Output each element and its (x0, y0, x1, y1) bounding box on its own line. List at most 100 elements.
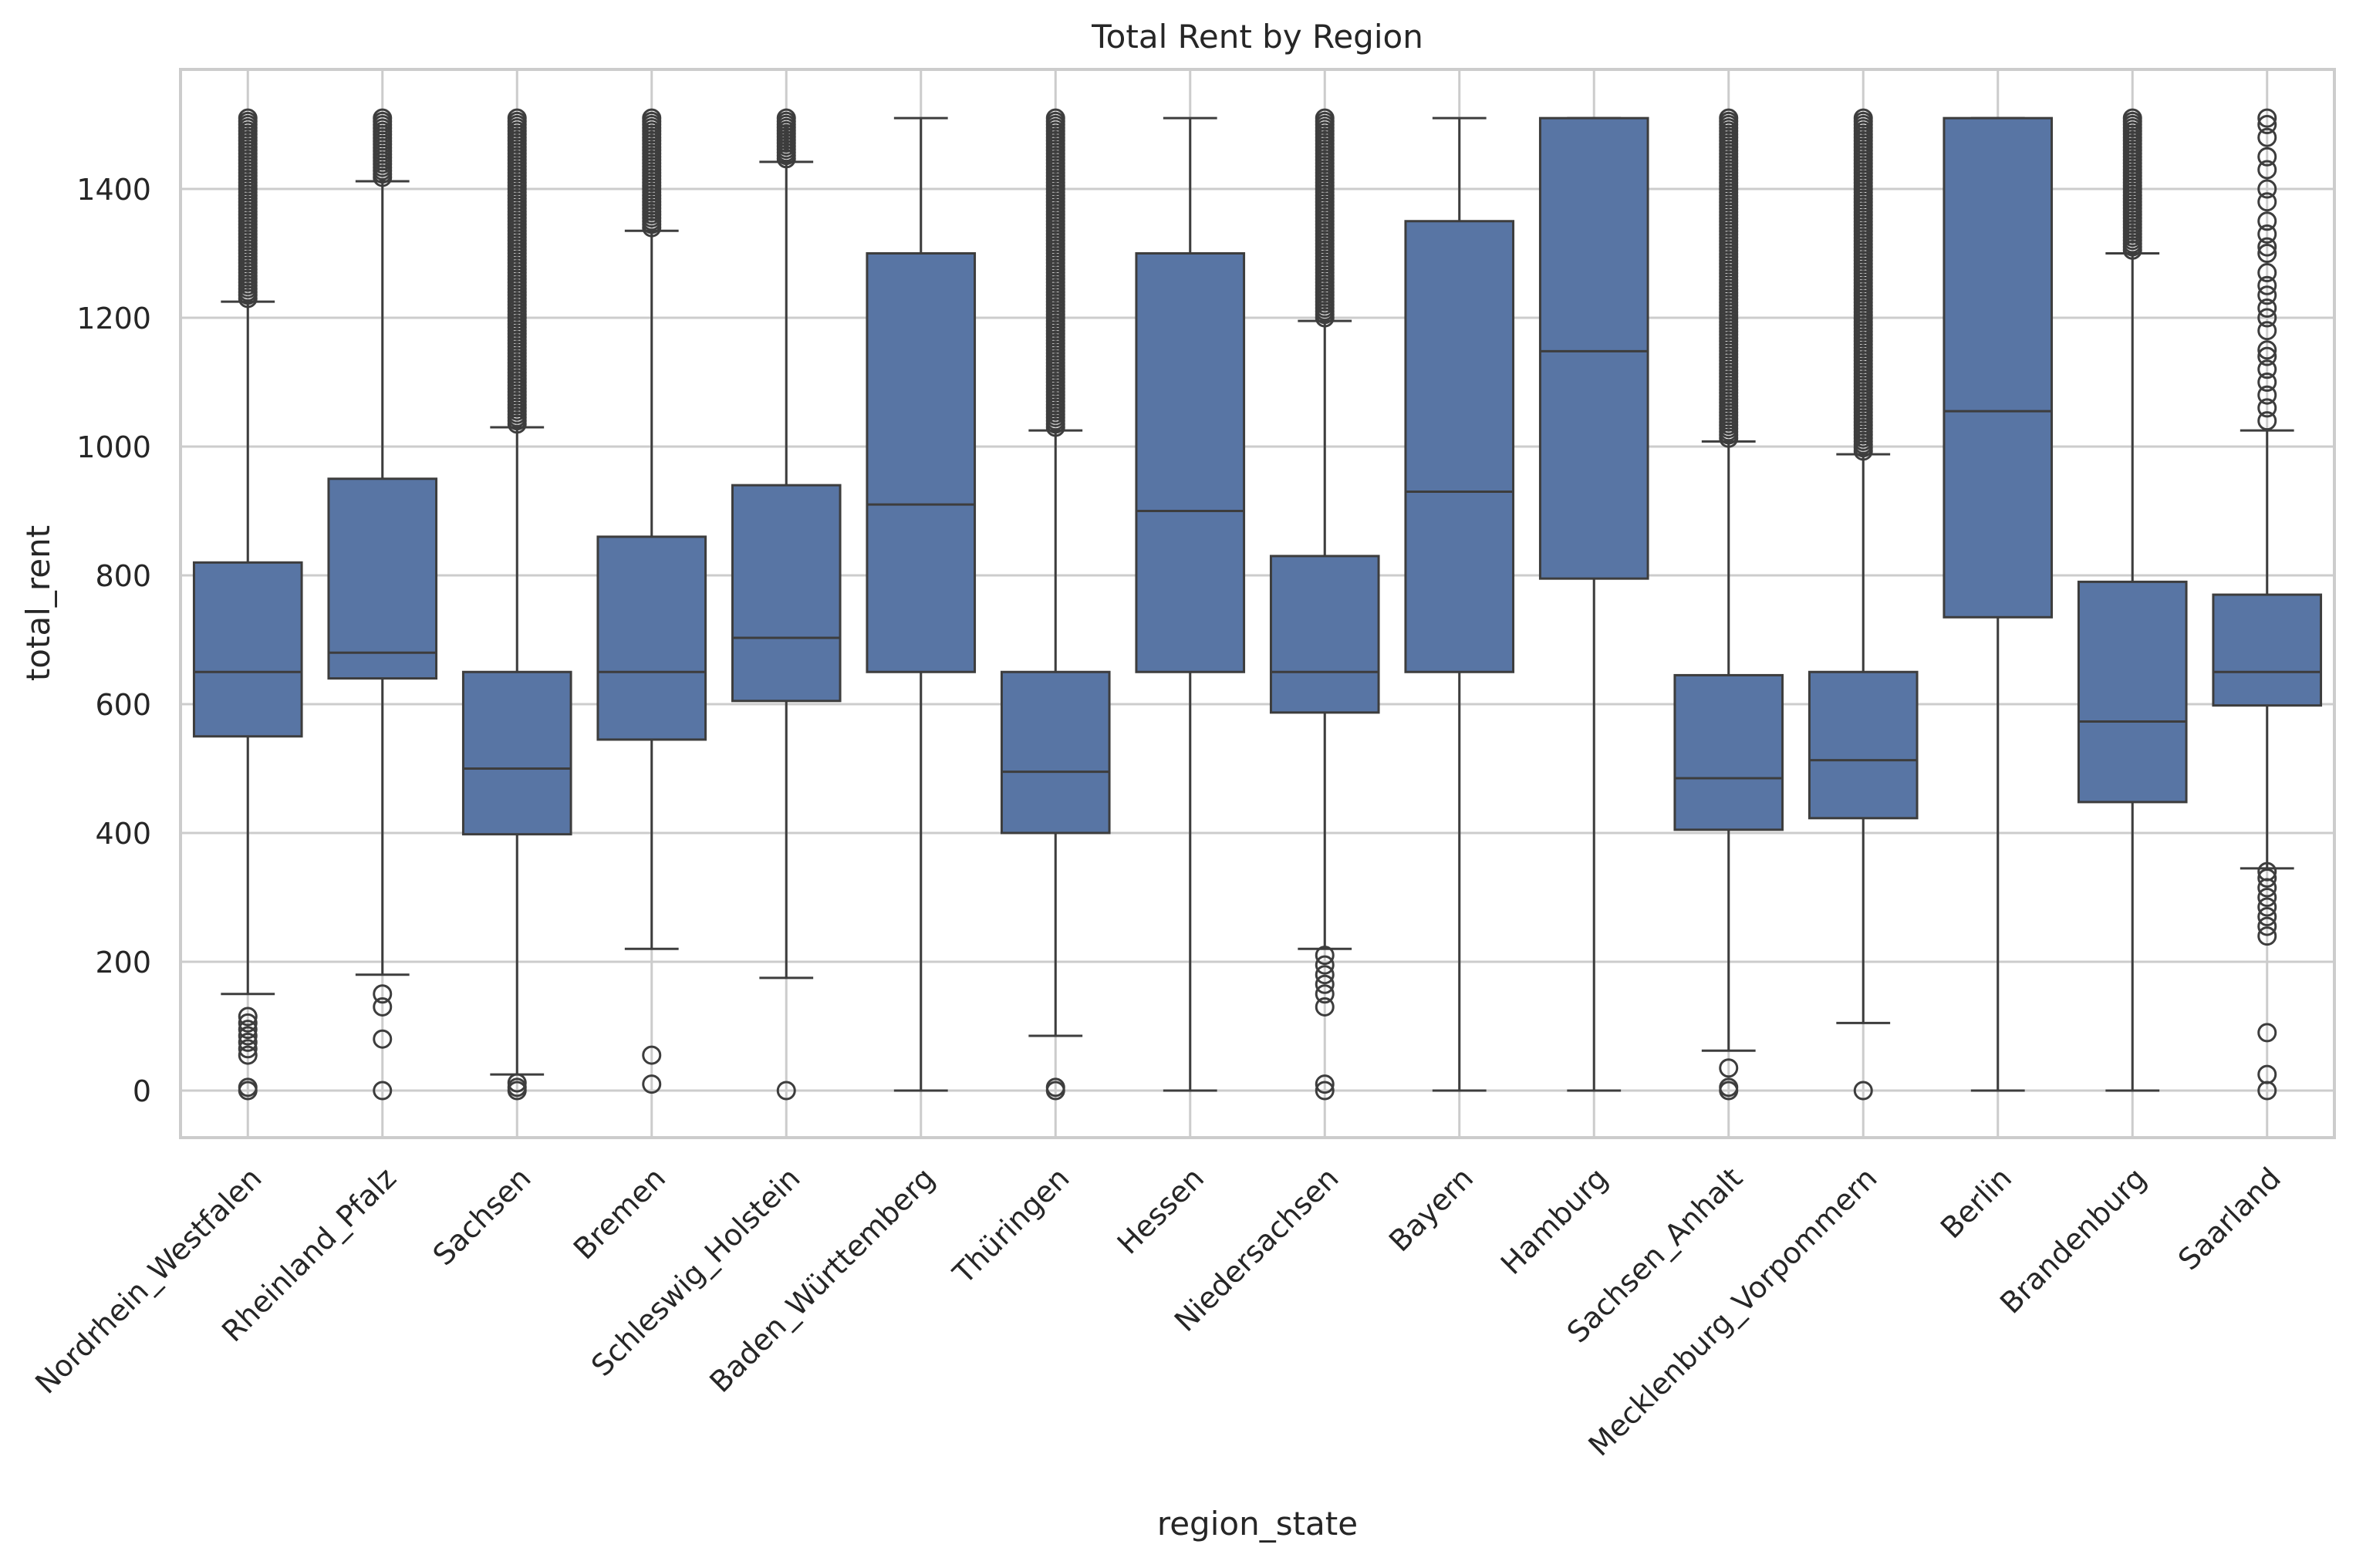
outlier-point (1315, 108, 1335, 128)
x-tick-label: Baden_Württemberg (703, 1161, 941, 1399)
outlier-point (238, 1032, 258, 1052)
outlier-point (642, 1074, 662, 1094)
outlier-point (238, 108, 258, 128)
outlier-point (2257, 398, 2277, 418)
outlier-point (507, 108, 527, 128)
outlier-point (373, 1081, 393, 1101)
box-group (461, 108, 572, 1101)
outlier-point (642, 1045, 662, 1065)
outlier-point (2257, 160, 2277, 180)
box-group (327, 108, 438, 1101)
outlier-point (2257, 340, 2277, 360)
iqr-box (1673, 673, 1784, 831)
box-group (731, 108, 842, 1101)
x-tick-label: Mecklenburg_Vorpommern (1582, 1161, 1884, 1462)
outlier-point (2257, 916, 2277, 936)
outlier-point (2122, 108, 2142, 128)
y-tick-label: 600 (95, 688, 151, 722)
outlier-point (2257, 888, 2277, 907)
iqr-box (596, 535, 707, 741)
y-axis-label: total_rent (19, 525, 57, 681)
y-tick-label: 800 (95, 559, 151, 593)
outlier-point (2257, 127, 2277, 147)
outlier-point (2257, 179, 2277, 199)
box-group (1808, 108, 1919, 1101)
iqr-box (1808, 670, 1919, 820)
boxes-layer (192, 108, 2323, 1101)
box-group (1404, 116, 1515, 1092)
y-tick-label: 200 (95, 946, 151, 980)
iqr-box (327, 477, 438, 680)
outlier-point (2257, 224, 2277, 244)
outlier-point (1315, 1074, 1335, 1094)
box-group (1538, 116, 1649, 1092)
outlier-point (2257, 308, 2277, 328)
outlier-point (238, 1045, 258, 1065)
outlier-point (2257, 298, 2277, 318)
x-tick-label: Hessen (1111, 1161, 1210, 1260)
outlier-point (2257, 147, 2277, 167)
box-group (596, 108, 707, 1094)
outlier-point (238, 1077, 258, 1098)
x-tick-label: Hamburg (1494, 1161, 1615, 1281)
x-tick-label: Bremen (567, 1161, 672, 1266)
outlier-point (1853, 1081, 1873, 1101)
y-tick-labels: 0 200 400 600 800 1000 1200 1400 (76, 173, 151, 1108)
outlier-point (238, 1013, 258, 1033)
outlier-point (2257, 321, 2277, 341)
iqr-box (1943, 116, 2054, 619)
iqr-box (2212, 593, 2323, 707)
outlier-point (1315, 946, 1335, 966)
iqr-box (731, 484, 842, 703)
iqr-box (1000, 670, 1111, 835)
box-group (866, 116, 977, 1092)
box-group (1000, 108, 1111, 1101)
outlier-point (1315, 996, 1335, 1017)
iqr-box (1269, 555, 1380, 714)
outlier-point (2257, 237, 2277, 257)
x-tick-label: Bayern (1382, 1161, 1480, 1258)
outlier-point (2257, 115, 2277, 134)
outlier-point (1853, 108, 1873, 128)
outlier-point (2257, 926, 2277, 946)
x-tick-label: Nordrhein_Westfalen (29, 1161, 268, 1400)
outlier-point (507, 1073, 527, 1093)
outlier-point (1315, 1081, 1335, 1101)
outlier-point (1045, 1077, 1065, 1098)
outlier-point (373, 1029, 393, 1049)
outlier-point (373, 984, 393, 1004)
chart-title: Total Rent by Region (1091, 18, 1423, 56)
y-tick-label: 1400 (76, 173, 151, 207)
outlier-point (2257, 192, 2277, 212)
outlier-point (373, 108, 393, 128)
iqr-box (461, 670, 572, 836)
outlier-point (1315, 984, 1335, 1004)
outlier-point (776, 108, 796, 128)
x-tick-label: Sachsen (427, 1161, 538, 1272)
outlier-point (1315, 974, 1335, 994)
plot-frame (179, 68, 2336, 1139)
box-group (1135, 116, 1246, 1092)
outlier-point (2257, 907, 2277, 927)
y-tick-label: 400 (95, 817, 151, 851)
x-tick-label: Berlin (1934, 1161, 2018, 1245)
outlier-point (238, 1007, 258, 1027)
iqr-box (1135, 252, 1246, 673)
outlier-point (2257, 373, 2277, 392)
outlier-point (1719, 108, 1739, 128)
iqr-box (2077, 580, 2188, 804)
outlier-point (1719, 1058, 1739, 1078)
outlier-point (373, 996, 393, 1017)
box-group (192, 108, 303, 1101)
iqr-box (1404, 220, 1515, 673)
outlier-point (2257, 263, 2277, 283)
y-tick-label: 1200 (76, 302, 151, 336)
outlier-point (2257, 346, 2277, 366)
outlier-point (238, 1020, 258, 1040)
outlier-point (2257, 868, 2277, 888)
outlier-point (238, 1039, 258, 1059)
y-tick-label: 1000 (76, 430, 151, 464)
outlier-point (2257, 385, 2277, 405)
